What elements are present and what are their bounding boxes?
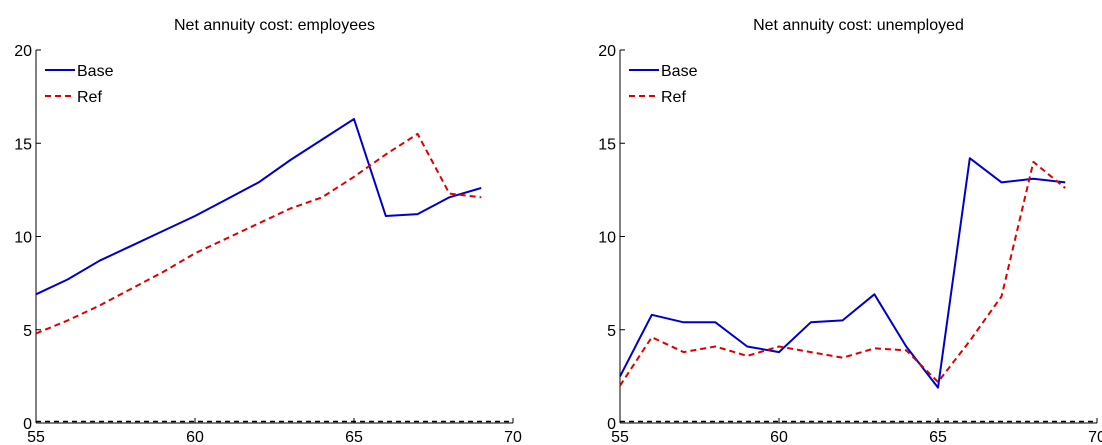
- y-tick-label: 5: [23, 323, 32, 340]
- series-line-ref: [619, 160, 1066, 387]
- y-tick-label: 10: [598, 230, 616, 247]
- y-tick-label: 20: [598, 43, 616, 60]
- x-tick-label: 70: [504, 429, 522, 445]
- series-line-ref: [35, 132, 482, 335]
- x-tick-label: 55: [611, 429, 629, 445]
- series-line-base: [35, 118, 482, 296]
- series-line-base: [619, 157, 1066, 389]
- y-tick-label: 20: [14, 43, 32, 60]
- y-tick-label: 0: [23, 416, 32, 433]
- x-tick-label: 70: [1088, 429, 1102, 445]
- chart-title: Net annuity cost: employees: [174, 17, 375, 34]
- chart-title: Net annuity cost: unemployed: [753, 17, 964, 34]
- y-tick-label: 10: [14, 230, 32, 247]
- y-tick-label: 15: [14, 136, 32, 153]
- y-tick-label: 5: [607, 323, 616, 340]
- x-tick-label: 60: [770, 429, 788, 445]
- legend-label-base: Base: [661, 63, 698, 80]
- x-tick-label: 55: [27, 429, 45, 445]
- legend-label-ref: Ref: [661, 89, 686, 106]
- y-tick-label: 15: [598, 136, 616, 153]
- x-tick-label: 65: [345, 429, 363, 445]
- x-tick-label: 60: [186, 429, 204, 445]
- chart-unemployed: Net annuity cost: unemployed 0 5 10 15 20 55 60…: [598, 17, 1102, 445]
- y-tick-label: 0: [607, 416, 616, 433]
- legend-label-base: Base: [77, 63, 114, 80]
- x-tick-label: 65: [929, 429, 947, 445]
- legend-label-ref: Ref: [77, 89, 102, 106]
- chart-employees: Net annuity cost: employees 0 5 10 15 20 55 60 6…: [14, 17, 522, 445]
